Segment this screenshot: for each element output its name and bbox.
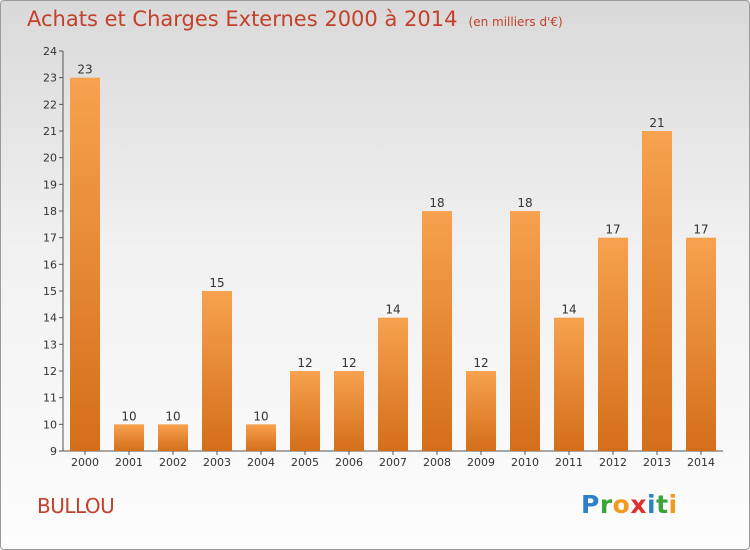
y-tick-label: 24 (43, 45, 57, 58)
data-label: 12 (341, 356, 356, 370)
chart-axes: 9 10 11 12 13 14 15 16 17 18 19 20 21 22 23 24 2000 2001 2… (43, 45, 723, 469)
y-tick-label: 18 (43, 205, 57, 218)
bar-2014 (686, 237, 716, 451)
y-tick-label: 10 (43, 418, 57, 431)
bar-2003 (202, 291, 232, 451)
bar-2005 (290, 371, 320, 451)
bar-2006 (334, 371, 364, 451)
data-label: 17 (605, 223, 620, 237)
x-tick-label: 2005 (291, 456, 319, 469)
bar-2000 (70, 77, 100, 452)
x-tick-label: 2014 (687, 456, 715, 469)
y-tick-label: 12 (43, 365, 57, 378)
x-tick-label: 2009 (467, 456, 495, 469)
y-tick-label: 17 (43, 232, 57, 245)
x-tick-label: 2000 (71, 456, 99, 469)
x-tick-label: 2003 (203, 456, 231, 469)
x-tick-label: 2008 (423, 456, 451, 469)
logo-letter: i (647, 490, 657, 519)
x-tick-label: 2012 (599, 456, 627, 469)
data-label: 14 (385, 303, 400, 317)
data-label: 14 (561, 303, 576, 317)
y-tick-label: 16 (43, 258, 57, 271)
bar-2009 (466, 371, 496, 451)
y-tick-label: 11 (43, 392, 57, 405)
x-tick-label: 2001 (115, 456, 143, 469)
data-label: 12 (473, 356, 488, 370)
data-label: 12 (297, 356, 312, 370)
chart-title: Achats et Charges Externes 2000 à 2014 (27, 7, 458, 31)
x-tick-label: 2013 (643, 456, 671, 469)
x-tick-label: 2007 (379, 456, 407, 469)
logo-letter: x (630, 490, 647, 519)
bar-2013 (642, 131, 672, 451)
data-label: 15 (209, 276, 224, 290)
x-tick-label: 2004 (247, 456, 275, 469)
data-label: 21 (649, 116, 664, 130)
bar-2010 (510, 211, 540, 451)
y-tick-label: 14 (43, 312, 57, 325)
bar-2011 (554, 317, 584, 451)
bar-2008 (422, 211, 452, 451)
data-label: 10 (121, 409, 136, 423)
data-label: 23 (77, 63, 92, 77)
logo-letter: r (599, 490, 613, 519)
x-tick-label: 2011 (555, 456, 583, 469)
y-tick-label: 22 (43, 98, 57, 111)
y-tick-label: 15 (43, 285, 57, 298)
y-tick-label: 9 (50, 445, 57, 458)
y-tick-label: 20 (43, 152, 57, 165)
y-tick-label: 23 (43, 72, 57, 85)
bar-2012 (598, 237, 628, 451)
data-label: 18 (429, 196, 444, 210)
data-label: 17 (693, 223, 708, 237)
logo-letter: o (612, 490, 631, 519)
logo-letter: t (656, 490, 669, 519)
bar-2002 (158, 424, 188, 451)
chart-bars (70, 77, 716, 452)
y-tick-label: 13 (43, 338, 57, 351)
y-tick-label: 21 (43, 125, 57, 138)
x-tick-label: 2010 (511, 456, 539, 469)
data-label: 10 (253, 409, 268, 423)
data-label: 18 (517, 196, 532, 210)
data-label: 10 (165, 409, 180, 423)
bar-2001 (114, 424, 144, 451)
logo-letter: P (581, 490, 600, 519)
bar-2004 (246, 424, 276, 451)
chart-subtitle: (en milliers d'€) (468, 15, 563, 29)
chart-data-labels: 23 10 10 15 10 12 12 14 18 12 18 14 17 21 17 (77, 63, 708, 424)
logo-letter: i (668, 490, 678, 519)
x-tick-label: 2006 (335, 456, 363, 469)
bar-2007 (378, 317, 408, 451)
commune-name: BULLOU (37, 494, 115, 518)
chart-title-block: Achats et Charges Externes 2000 à 2014 (… (27, 7, 563, 31)
proxiti-logo: Proxiti (581, 490, 678, 519)
x-tick-label: 2002 (159, 456, 187, 469)
y-tick-label: 19 (43, 178, 57, 191)
